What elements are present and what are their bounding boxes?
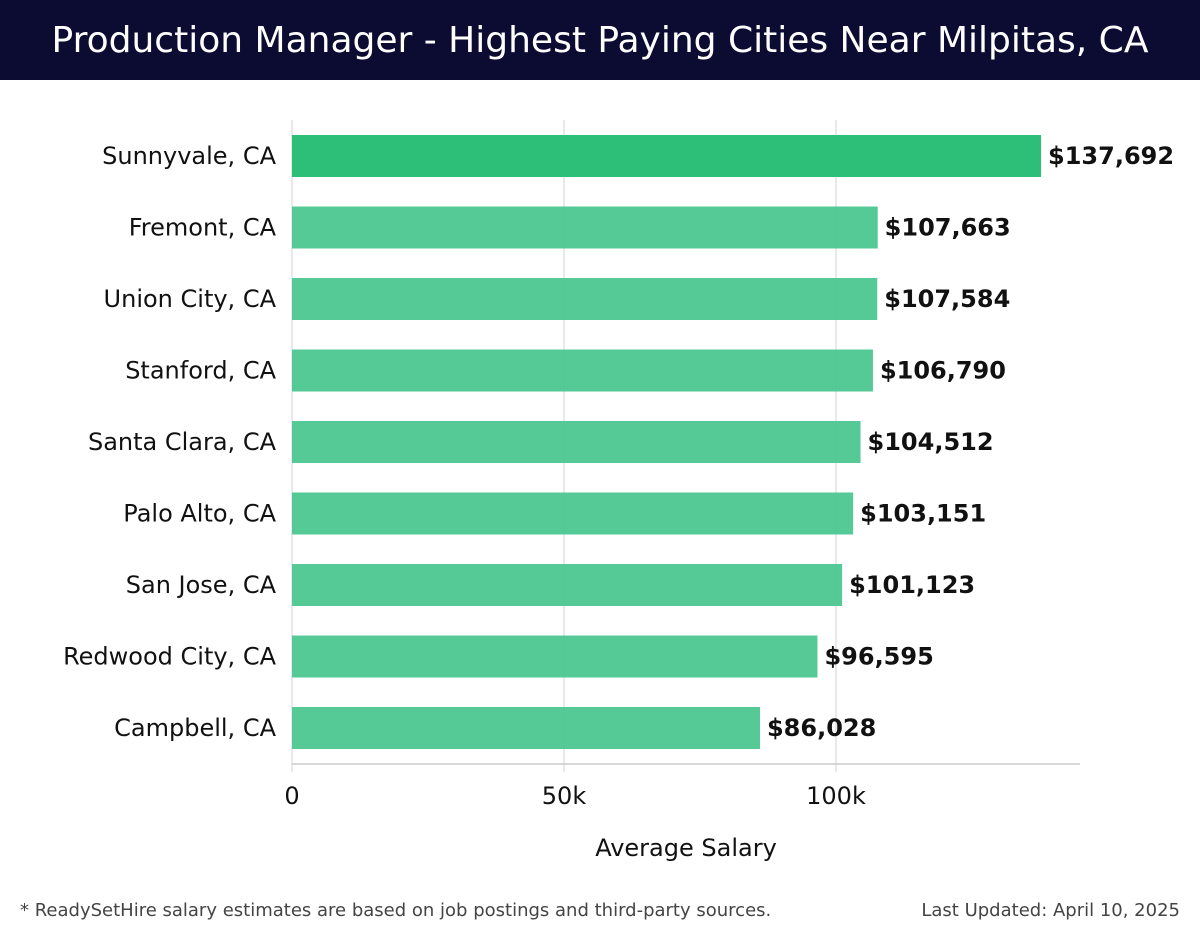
bar <box>292 421 861 463</box>
category-label: San Jose, CA <box>126 571 277 599</box>
category-label: Union City, CA <box>104 285 277 313</box>
footer-note: * ReadySetHire salary estimates are base… <box>20 900 772 921</box>
category-label: Redwood City, CA <box>63 643 277 671</box>
bar-chart: Sunnyvale, CA Fremont, CA Union City, CA St… <box>63 120 1174 862</box>
bar <box>292 564 843 606</box>
bar <box>292 135 1042 177</box>
value-labels: $137,692 $107,663 $107,584 $106,790 $104,512… <box>767 142 1174 742</box>
x-axis: 0 50k 100k <box>284 763 1080 810</box>
x-tick-label: 0 <box>284 782 299 810</box>
x-tick-label: 100k <box>806 782 866 810</box>
bars <box>292 135 1042 749</box>
value-label: $107,584 <box>884 285 1010 313</box>
category-label: Palo Alto, CA <box>123 500 276 528</box>
bar <box>292 206 878 249</box>
value-label: $107,663 <box>885 214 1011 242</box>
value-label: $137,692 <box>1048 142 1174 170</box>
category-label: Campbell, CA <box>114 714 276 742</box>
bar <box>292 635 818 678</box>
chart-header: Production Manager - Highest Paying Citi… <box>0 0 1200 80</box>
x-axis-title: Average Salary <box>595 834 777 862</box>
category-label: Sunnyvale, CA <box>102 142 276 170</box>
value-label: $106,790 <box>880 357 1006 385</box>
value-label: $101,123 <box>849 571 975 599</box>
value-label: $96,595 <box>824 643 933 671</box>
category-label: Fremont, CA <box>129 214 277 242</box>
value-label: $86,028 <box>767 714 876 742</box>
bar <box>292 492 854 535</box>
bar <box>292 707 760 749</box>
chart-title: Production Manager - Highest Paying Citi… <box>51 19 1149 61</box>
value-label: $103,151 <box>860 500 986 528</box>
x-tick-label: 50k <box>542 782 587 810</box>
category-label: Stanford, CA <box>125 357 276 385</box>
footer-updated: Last Updated: April 10, 2025 <box>921 900 1180 921</box>
value-label: $104,512 <box>868 428 994 456</box>
category-labels: Sunnyvale, CA Fremont, CA Union City, CA St… <box>63 142 277 742</box>
category-label: Santa Clara, CA <box>88 428 277 456</box>
bar <box>292 349 873 392</box>
bar <box>292 278 878 320</box>
